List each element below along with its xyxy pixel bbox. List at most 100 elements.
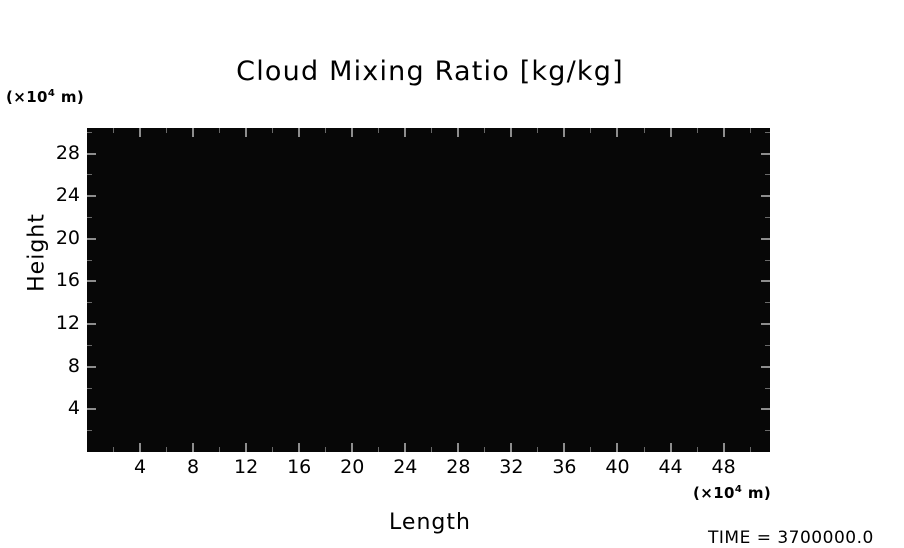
- x-minor-tick: [378, 447, 380, 452]
- y-unit-prefix: (×10: [6, 88, 48, 106]
- x-tick-label-4: 4: [134, 456, 147, 478]
- x-minor-tick: [537, 447, 539, 452]
- y-minor-tick: [87, 302, 92, 304]
- x-axis-title: Length: [389, 510, 471, 535]
- y-minor-tick: [87, 259, 92, 261]
- y-tick-label-24: 24: [55, 184, 80, 207]
- x-tick-label-24: 24: [393, 456, 418, 478]
- x-major-tick-12: [245, 443, 248, 452]
- x-major-tick-top-12: [245, 128, 248, 137]
- x-minor-tick: [113, 447, 115, 452]
- x-tick-label-32: 32: [499, 456, 524, 478]
- x-unit-suffix: m): [742, 484, 772, 502]
- x-tick-label-12: 12: [234, 456, 259, 478]
- x-major-tick-28: [457, 443, 460, 452]
- y-minor-tick-right: [765, 217, 770, 219]
- y-tick-label-20: 20: [55, 226, 80, 249]
- x-major-tick-top-28: [457, 128, 460, 137]
- y-major-tick-20: [87, 237, 96, 240]
- x-minor-tick-top: [643, 128, 645, 133]
- x-major-tick-44: [669, 443, 672, 452]
- y-minor-tick-right: [765, 344, 770, 346]
- y-minor-tick: [87, 131, 92, 133]
- x-unit-prefix: (×10: [693, 484, 735, 502]
- y-minor-tick-right: [765, 302, 770, 304]
- x-major-tick-top-20: [351, 128, 354, 137]
- x-tick-label-40: 40: [605, 456, 630, 478]
- x-minor-tick: [590, 447, 592, 452]
- x-tick-label-48: 48: [711, 456, 736, 478]
- x-minor-tick: [431, 447, 433, 452]
- x-minor-tick-top: [590, 128, 592, 133]
- x-minor-tick-top: [749, 128, 751, 133]
- y-tick-label-8: 8: [67, 354, 80, 377]
- x-major-tick-40: [616, 443, 619, 452]
- x-tick-label-28: 28: [446, 456, 471, 478]
- x-minor-tick: [484, 447, 486, 452]
- y-major-tick-8: [87, 365, 96, 368]
- x-tick-label-16: 16: [287, 456, 312, 478]
- x-minor-tick-top: [272, 128, 274, 133]
- x-minor-tick: [219, 447, 221, 452]
- y-minor-tick-right: [765, 174, 770, 176]
- y-tick-label-28: 28: [55, 141, 80, 164]
- x-minor-tick-top: [484, 128, 486, 133]
- cloud-mixing-ratio-heatmap: [87, 128, 770, 452]
- y-minor-tick: [87, 430, 92, 432]
- y-minor-tick: [87, 387, 92, 389]
- x-minor-tick-top: [166, 128, 168, 133]
- x-major-tick-24: [404, 443, 407, 452]
- y-minor-tick: [87, 217, 92, 219]
- y-major-tick-right-4: [761, 408, 770, 411]
- x-minor-tick: [325, 447, 327, 452]
- y-tick-label-12: 12: [55, 312, 80, 335]
- y-major-tick-28: [87, 152, 96, 155]
- time-status-label: TIME = 3700000.0: [708, 528, 874, 548]
- x-major-tick-top-36: [563, 128, 566, 137]
- y-major-tick-12: [87, 323, 96, 326]
- y-unit-exponent: 4: [47, 88, 56, 99]
- x-major-tick-top-8: [192, 128, 195, 137]
- y-major-tick-right-12: [761, 323, 770, 326]
- x-major-tick-4: [139, 443, 142, 452]
- y-minor-tick: [87, 344, 92, 346]
- y-minor-tick-right: [765, 430, 770, 432]
- x-major-tick-top-4: [139, 128, 142, 137]
- x-minor-tick: [166, 447, 168, 452]
- x-major-tick-top-44: [669, 128, 672, 137]
- x-axis-tick-labels: 4 8 12 16 20 24 28 32 36 40 44 48: [87, 458, 770, 484]
- x-tick-label-44: 44: [658, 456, 683, 478]
- plot-area[interactable]: [87, 128, 770, 452]
- y-axis-tick-labels: 4 8 12 16 20 24 28: [30, 128, 80, 452]
- x-minor-tick-top: [431, 128, 433, 133]
- x-minor-tick-top: [113, 128, 115, 133]
- x-tick-label-36: 36: [552, 456, 577, 478]
- y-major-tick-24: [87, 195, 96, 198]
- y-unit-suffix: m): [55, 88, 85, 106]
- y-tick-label-4: 4: [67, 397, 80, 420]
- x-minor-tick-top: [219, 128, 221, 133]
- x-major-tick-48: [722, 443, 725, 452]
- y-major-tick-4: [87, 408, 96, 411]
- y-major-tick-16: [87, 280, 96, 283]
- x-axis-unit-label: (×104 m): [693, 484, 771, 502]
- page-title: Cloud Mixing Ratio [kg/kg]: [236, 56, 624, 87]
- x-unit-exponent: 4: [734, 484, 743, 495]
- x-major-tick-top-16: [298, 128, 301, 137]
- y-major-tick-right-16: [761, 280, 770, 283]
- x-minor-tick-top: [325, 128, 327, 133]
- y-minor-tick-right: [765, 387, 770, 389]
- x-tick-label-8: 8: [187, 456, 200, 478]
- y-major-tick-right-24: [761, 195, 770, 198]
- y-major-tick-right-8: [761, 365, 770, 368]
- x-major-tick-36: [563, 443, 566, 452]
- y-minor-tick: [87, 174, 92, 176]
- y-major-tick-right-28: [761, 152, 770, 155]
- x-major-tick-32: [510, 443, 513, 452]
- x-minor-tick-top: [537, 128, 539, 133]
- x-minor-tick-top: [696, 128, 698, 133]
- x-major-tick-16: [298, 443, 301, 452]
- y-axis-unit-label: (×104 m): [6, 88, 84, 106]
- x-minor-tick: [749, 447, 751, 452]
- x-minor-tick-top: [378, 128, 380, 133]
